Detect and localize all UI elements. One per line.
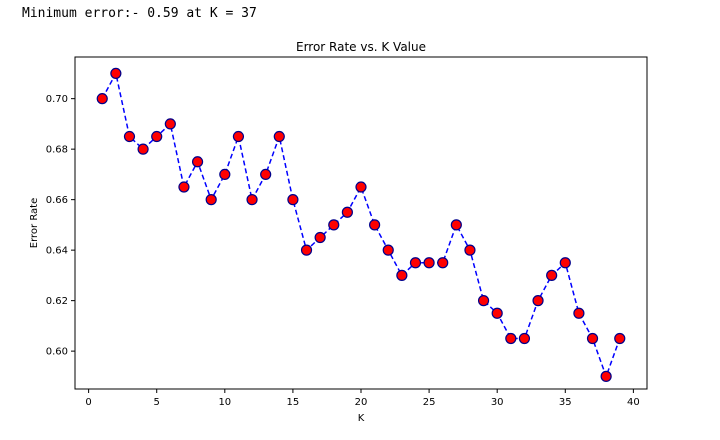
data-point xyxy=(205,194,217,206)
data-point xyxy=(396,269,408,281)
data-point xyxy=(232,130,245,143)
data-point xyxy=(382,244,394,256)
data-point xyxy=(614,332,626,345)
y-axis-label: Error Rate xyxy=(29,198,40,248)
data-point xyxy=(477,295,490,307)
x-axis-label: K xyxy=(358,413,365,424)
x-tick-label: 10 xyxy=(218,397,231,408)
data-point xyxy=(532,295,544,307)
data-point xyxy=(260,168,272,180)
data-point xyxy=(314,231,326,244)
data-point xyxy=(96,93,108,105)
series-line-group xyxy=(101,71,621,379)
x-tick-label: 25 xyxy=(423,397,436,408)
data-point xyxy=(137,143,149,155)
y-tick-label: 0.66 xyxy=(46,195,68,206)
series-line xyxy=(101,71,621,379)
data-point xyxy=(464,244,476,256)
data-point xyxy=(151,130,163,143)
data-point xyxy=(355,181,367,193)
data-point xyxy=(600,370,612,382)
x-tick-label: 0 xyxy=(85,397,91,408)
series-markers-group xyxy=(96,67,626,382)
data-point xyxy=(518,332,531,345)
data-point xyxy=(164,118,176,130)
data-point xyxy=(341,206,353,218)
x-tick-label: 40 xyxy=(627,397,640,408)
data-point xyxy=(409,257,422,269)
data-point xyxy=(273,130,285,143)
data-point xyxy=(369,219,381,231)
data-point xyxy=(300,244,313,256)
data-point xyxy=(450,219,462,231)
data-point xyxy=(437,257,449,269)
y-tick-label: 0.60 xyxy=(46,347,68,358)
data-point xyxy=(328,219,340,231)
y-tick-label: 0.62 xyxy=(46,296,68,307)
data-point xyxy=(178,181,190,193)
chart-title: Error Rate vs. K Value xyxy=(296,40,426,54)
data-point xyxy=(219,168,231,180)
x-tick-label: 35 xyxy=(559,397,572,408)
data-point xyxy=(123,130,136,143)
plot-area-frame xyxy=(74,56,648,390)
x-tick-label: 5 xyxy=(154,397,160,408)
data-point xyxy=(559,257,571,269)
x-axis-ticks: 0 5 10 15 20 25 30 35 40 xyxy=(85,389,640,408)
y-tick-label: 0.64 xyxy=(46,246,68,257)
y-tick-label: 0.68 xyxy=(46,145,68,156)
y-axis-ticks: 0.60 0.62 0.64 0.66 0.68 0.70 xyxy=(46,94,75,358)
x-tick-label: 15 xyxy=(287,397,300,408)
data-point xyxy=(191,156,204,168)
x-tick-label: 30 xyxy=(491,397,504,408)
data-point xyxy=(423,257,435,269)
data-point xyxy=(246,194,258,206)
data-point xyxy=(491,307,503,319)
data-point xyxy=(586,332,599,345)
data-point xyxy=(110,67,122,80)
output-text: Minimum error:- 0.59 at K = 37 xyxy=(22,6,257,21)
y-tick-label: 0.70 xyxy=(46,94,68,105)
data-point xyxy=(573,307,585,319)
data-point xyxy=(546,269,558,281)
x-tick-label: 20 xyxy=(355,397,368,408)
data-point xyxy=(287,194,299,206)
data-point xyxy=(505,332,517,345)
